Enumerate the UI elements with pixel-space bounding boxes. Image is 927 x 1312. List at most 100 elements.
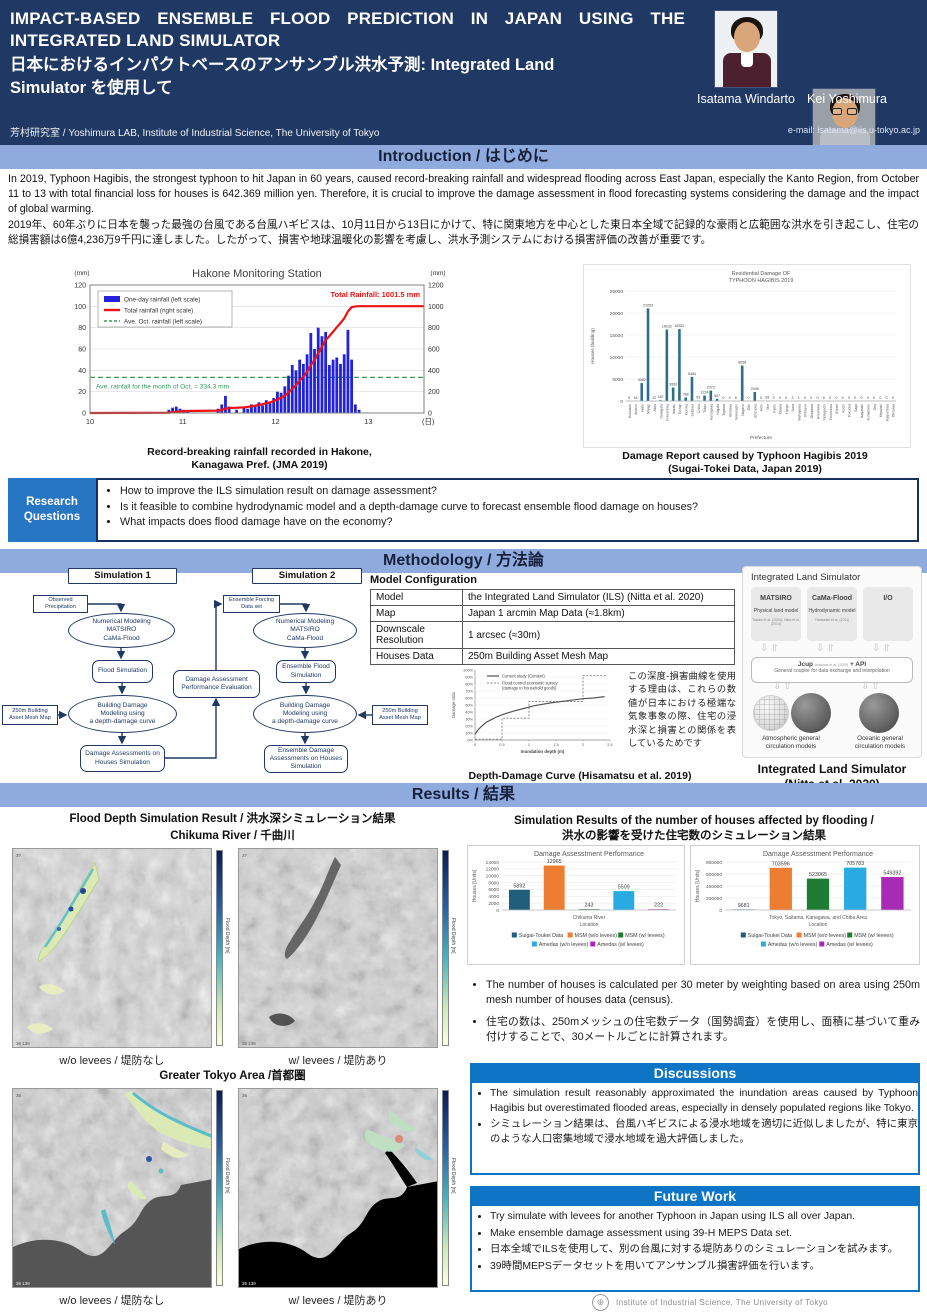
svg-text:0: 0 — [848, 396, 850, 400]
svg-text:200: 200 — [428, 389, 440, 396]
globe-icon — [791, 693, 831, 733]
svg-text:0: 0 — [474, 742, 477, 747]
svg-text:Total Rainfall: 1001.5 mm: Total Rainfall: 1001.5 mm — [331, 290, 421, 299]
svg-text:10000: 10000 — [486, 874, 500, 880]
coupling-arrows-icon: ⇩⇧ — [816, 643, 837, 654]
svg-text:2049: 2049 — [751, 387, 759, 391]
svg-text:0: 0 — [82, 411, 86, 418]
flood-depth-colorbar-label: Flood Depth [m] — [450, 918, 456, 954]
ils-panel-title: Integrated Land Simulator — [751, 572, 861, 583]
globe-icon — [859, 693, 899, 733]
flowchart-mesh-map-left: 250m Building Asset Mesh Map — [2, 705, 58, 725]
svg-text:Shizuoka: Shizuoka — [753, 404, 757, 418]
research-question-item: Is it feasible to combine hydrodynamic m… — [120, 500, 917, 516]
svg-text:1224: 1224 — [701, 391, 709, 395]
model-config-table: Model the Integrated Land Simulator (ILS)… — [370, 589, 735, 665]
svg-text:Miyagi: Miyagi — [647, 404, 651, 414]
discussions-header: Discussions — [470, 1063, 920, 1083]
svg-text:Ibaraki: Ibaraki — [672, 404, 676, 414]
svg-text:Amedas (w/ levees): Amedas (w/ levees) — [597, 942, 644, 948]
caption-tokyo-wo: w/o levees / 堤防なし — [59, 1295, 165, 1307]
svg-text:0: 0 — [810, 396, 812, 400]
svg-text:50%: 50% — [465, 703, 473, 708]
caption-chikuma-wo: w/o levees / 堤防なし — [59, 1055, 165, 1067]
model-config-title: Model Configuration — [370, 574, 477, 586]
flowchart-ensemble-flood-simulation: Ensemble Flood Simulation — [276, 660, 336, 683]
svg-text:600000: 600000 — [706, 872, 722, 878]
svg-text:Yamanashi: Yamanashi — [735, 404, 739, 421]
houses-chart-tokyo: Damage Assesstment Performance 0 200000 400… — [695, 851, 911, 948]
svg-text:Tokushima: Tokushima — [829, 404, 833, 420]
discussions-body: The simulation result reasonably approxi… — [470, 1083, 920, 1175]
svg-text:4: 4 — [842, 396, 844, 400]
oceanic-models-label: Oceanic general circulation models — [854, 735, 906, 750]
svg-text:14000: 14000 — [486, 860, 500, 866]
footer: ⊕ Institute of Industrial Science, The U… — [592, 1294, 828, 1311]
colorbar — [442, 850, 449, 1046]
svg-text:200000: 200000 — [706, 896, 722, 902]
depth-damage-curve-chart: 0% 10% 20% 30% 40% 50% 60% 70% 80% 90% 100% 0 0.5 1 1.… — [451, 668, 613, 755]
svg-text:0: 0 — [823, 396, 825, 400]
flowchart-performance-evaluation: Damage Assessment Performance Evaluation — [173, 670, 260, 698]
flowchart-observed-precipitation: Observed Precipitation — [33, 595, 88, 613]
poster-title-ja-line1: 日本におけるインパクトベースのアンサンブル洪水予測: Integrated La… — [10, 56, 555, 74]
coupling-arrows-icon: ⇩⇧ — [861, 681, 882, 692]
map-lat-top: 36 — [16, 1093, 22, 1098]
svg-text:2000: 2000 — [488, 901, 499, 907]
svg-text:Damage Assesstment Performance: Damage Assesstment Performance — [534, 851, 644, 858]
svg-text:Miyazaki: Miyazaki — [879, 404, 883, 417]
svg-text:8058: 8058 — [738, 361, 746, 365]
research-questions-box: How to improve the ILS simulation result… — [96, 478, 919, 542]
model-config-value: 250m Building Asset Mesh Map — [462, 648, 735, 665]
svg-text:0: 0 — [892, 396, 894, 400]
author-name-2: Kei Yoshimura — [807, 92, 887, 106]
svg-text:Location: Location — [580, 922, 599, 928]
svg-text:1.5: 1.5 — [553, 742, 558, 747]
svg-text:20000: 20000 — [610, 311, 624, 317]
svg-text:Kumamoto: Kumamoto — [866, 404, 870, 421]
map-lat-top: 36 — [242, 1093, 248, 1098]
future-work-bullet: Make ensemble damage assessment using 39… — [490, 1227, 918, 1242]
lab-affiliation: 芳村研究室 / Yoshimura LAB, Institute of Indu… — [10, 128, 380, 139]
results-bullet: The number of houses is calculated per 3… — [486, 978, 920, 1008]
svg-text:0: 0 — [835, 396, 837, 400]
svg-text:40: 40 — [78, 368, 86, 375]
map-tokyo-wo-levees: 36 35 139 — [12, 1088, 212, 1288]
svg-text:Kanagawa: Kanagawa — [710, 404, 714, 420]
flowchart-ensemble-forcing: Ensemble Forcing Data set — [223, 595, 280, 613]
svg-text:2373: 2373 — [707, 386, 715, 390]
sea-overlay — [13, 1179, 211, 1287]
header: IMPACT-BASED ENSEMBLE FLOOD PREDICTION I… — [0, 0, 927, 166]
model-config-key: Model — [370, 589, 463, 606]
svg-text:Nara: Nara — [791, 404, 795, 411]
svg-text:243: 243 — [585, 903, 594, 909]
caption-tokyo-w: w/ levees / 堤防あり — [288, 1295, 388, 1307]
ils-box-matsiro: MATSIRO Physical land model Takata et al… — [751, 587, 801, 641]
research-question-item: How to improve the ILS simulation result… — [120, 484, 917, 500]
svg-text:0: 0 — [722, 396, 724, 400]
svg-text:0: 0 — [620, 399, 623, 405]
future-work-bullet: 39時間MEPSデータセットを用いてアンサンブル損害評価を行います。 — [490, 1260, 918, 1275]
svg-text:(mm): (mm) — [74, 270, 89, 277]
svg-text:Damage Assesstment Performance: Damage Assesstment Performance — [763, 851, 873, 858]
svg-text:12: 12 — [652, 396, 656, 400]
svg-text:0: 0 — [854, 396, 856, 400]
svg-text:5509: 5509 — [618, 885, 630, 891]
houses-chart-tokyo-frame: Damage Assesstment Performance 0 200000 400… — [690, 845, 920, 965]
future-work-bullet: Try simulate with levees for another Typ… — [490, 1210, 918, 1225]
coupling-arrows-icon: ⇩⇧ — [872, 643, 893, 654]
svg-text:5892: 5892 — [513, 883, 525, 889]
svg-text:11: 11 — [179, 417, 187, 426]
svg-text:Fukuoka: Fukuoka — [848, 404, 852, 417]
svg-text:Saga: Saga — [854, 404, 858, 412]
svg-text:Ishikawa: Ishikawa — [728, 404, 732, 417]
model-config-value: the Integrated Land Simulator (ILS) (Nit… — [462, 589, 735, 606]
svg-text:549392: 549392 — [883, 871, 901, 877]
svg-text:400000: 400000 — [706, 884, 722, 890]
svg-text:Yamaguchi: Yamaguchi — [823, 404, 827, 421]
flood-overlay — [364, 1109, 433, 1161]
svg-text:Chikuma River: Chikuma River — [573, 915, 606, 921]
svg-text:0: 0 — [729, 396, 731, 400]
svg-text:5000: 5000 — [612, 377, 623, 383]
svg-text:Damage ratio: Damage ratio — [451, 691, 456, 718]
